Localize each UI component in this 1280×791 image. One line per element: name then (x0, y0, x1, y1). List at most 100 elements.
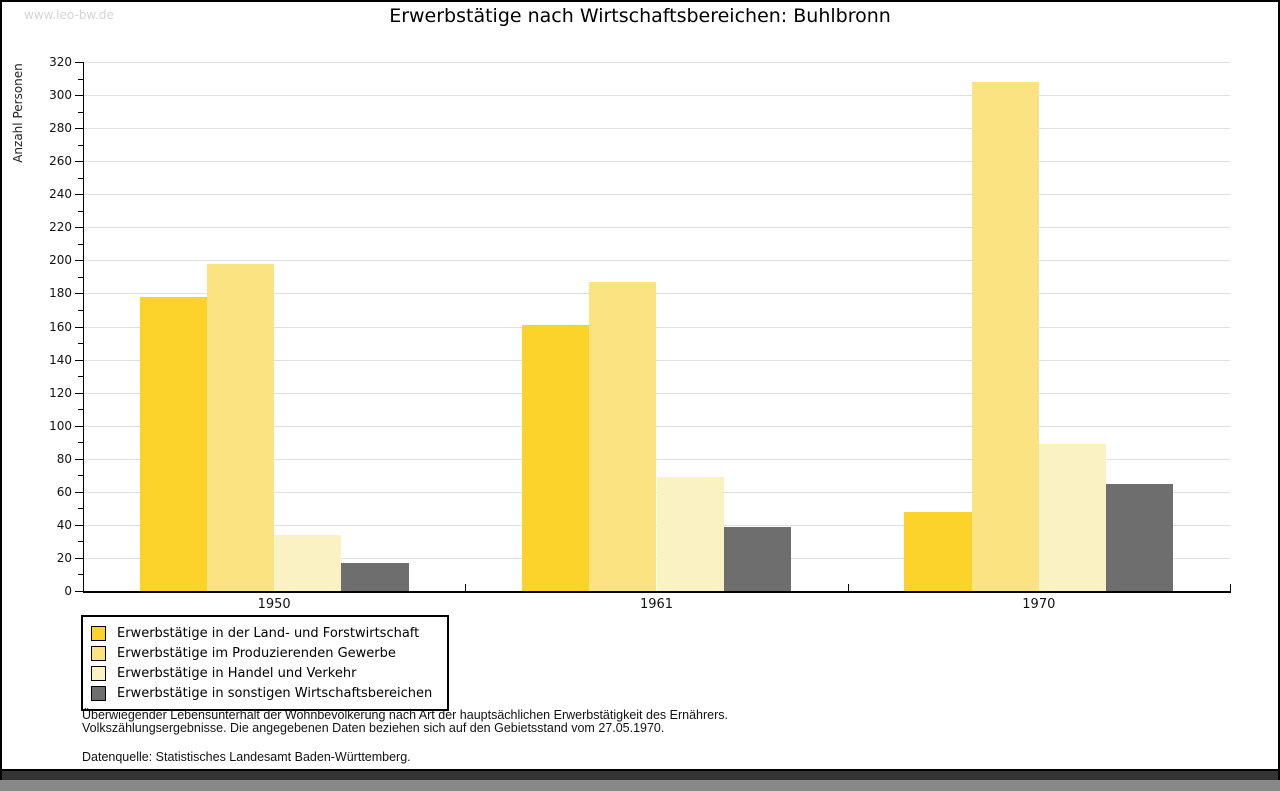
y-major-tick (75, 293, 83, 295)
gridline (83, 128, 1230, 130)
y-major-tick (75, 326, 83, 328)
y-tick-label: 280 (49, 121, 72, 136)
y-major-tick (75, 458, 83, 460)
y-major-tick (75, 359, 83, 361)
legend-label-1: Erwerbstätige in der Land- und Forstwirt… (117, 625, 420, 641)
legend-label-3: Erwerbstätige in Handel und Verkehr (117, 665, 357, 681)
y-minor-tick (78, 78, 83, 80)
y-minor-tick (78, 409, 83, 411)
legend-label-4: Erwerbstätige in sonstigen Wirtschaftsbe… (117, 685, 433, 701)
legend-swatch-4 (91, 685, 106, 701)
bar-1950-series-1 (139, 296, 207, 591)
bar-1961-series-3 (656, 476, 724, 591)
bar-1950-series-3 (274, 534, 342, 591)
legend-item-4: Erwerbstätige in sonstigen Wirtschaftsbe… (91, 683, 439, 703)
data-source-note: Datenquelle: Statistisches Landesamt Bad… (82, 750, 411, 764)
x-axis (83, 591, 1231, 593)
gridline (83, 326, 1230, 328)
y-tick-label: 140 (49, 352, 72, 367)
y-minor-tick (78, 111, 83, 113)
y-tick-label: 80 (56, 451, 72, 466)
y-tick-label: 0 (64, 584, 72, 598)
y-minor-tick (78, 475, 83, 477)
gridline (83, 194, 1230, 196)
y-tick-label: 300 (49, 88, 72, 103)
x-category-label: 1970 (1022, 597, 1056, 612)
y-major-tick (75, 260, 83, 262)
bottom-border-bar (2, 769, 1278, 780)
y-minor-tick (78, 376, 83, 378)
legend-swatch-2 (91, 645, 106, 661)
y-minor-tick (78, 309, 83, 311)
gridline (83, 392, 1230, 394)
y-major-tick (75, 392, 83, 394)
gridline (83, 359, 1230, 361)
y-tick-label: 60 (56, 484, 72, 499)
legend-swatch-3 (91, 665, 106, 681)
footnote-line-1: Überwiegender Lebensunterhalt der Wohnbe… (82, 708, 728, 722)
y-major-tick (75, 128, 83, 130)
legend-item-2: Erwerbstätige im Produzierenden Gewerbe (91, 643, 439, 663)
y-tick-label: 160 (49, 319, 72, 334)
y-major-tick (75, 591, 83, 592)
gridline (83, 95, 1230, 97)
gridline (83, 458, 1230, 460)
legend-item-1: Erwerbstätige in der Land- und Forstwirt… (91, 623, 439, 643)
bar-1961-series-2 (589, 281, 657, 591)
y-major-tick (75, 62, 83, 63)
x-boundary-tick (1230, 584, 1231, 591)
y-tick-label: 220 (49, 220, 72, 235)
y-major-tick (75, 95, 83, 97)
x-category-label: 1961 (639, 597, 674, 612)
bar-1950-series-2 (206, 263, 275, 591)
y-tick-label: 260 (49, 154, 72, 169)
y-major-tick (75, 161, 83, 163)
y-minor-tick (78, 177, 83, 179)
y-minor-tick (78, 574, 83, 576)
y-minor-tick (78, 276, 83, 278)
legend-label-2: Erwerbstätige im Produzierenden Gewerbe (117, 645, 396, 661)
y-tick-label: 40 (56, 517, 72, 532)
y-minor-tick (78, 144, 83, 146)
legend-item-3: Erwerbstätige in Handel und Verkehr (91, 663, 439, 683)
y-minor-tick (78, 508, 83, 510)
bar-1970-series-1 (904, 511, 972, 591)
bar-1970-series-2 (971, 81, 1039, 591)
bar-1961-series-4 (723, 526, 792, 591)
y-minor-tick (78, 243, 83, 245)
y-tick-label: 100 (49, 418, 72, 433)
y-tick-label: 320 (49, 55, 72, 69)
y-major-tick (75, 194, 83, 196)
y-tick-label: 20 (56, 550, 72, 565)
y-minor-tick (78, 541, 83, 543)
y-major-tick (75, 491, 83, 493)
y-major-tick (75, 557, 83, 559)
y-major-tick (75, 227, 83, 229)
x-boundary-tick (847, 584, 849, 591)
y-tick-label: 180 (49, 286, 72, 301)
gridline (83, 260, 1230, 262)
y-tick-label: 120 (49, 385, 72, 400)
legend-swatch-1 (91, 625, 106, 641)
gridline (83, 227, 1230, 229)
watermark: www.leo-bw.de (24, 8, 114, 22)
x-category-label: 1950 (257, 597, 291, 612)
gridline (83, 62, 1230, 63)
footnote-line-2: Volkszählungsergebnisse. Die angegebenen… (82, 721, 665, 735)
x-boundary-tick (465, 584, 467, 591)
y-minor-tick (78, 210, 83, 212)
y-major-tick (75, 425, 83, 427)
chart-title: Erwerbstätige nach Wirtschaftsbereichen:… (389, 5, 891, 27)
y-axis (83, 62, 84, 593)
y-minor-tick (78, 343, 83, 345)
y-tick-label: 240 (49, 187, 72, 202)
bar-1950-series-4 (341, 562, 409, 591)
gridline (83, 161, 1230, 163)
bar-1970-series-4 (1106, 483, 1174, 591)
bar-1970-series-3 (1038, 443, 1107, 591)
bar-1961-series-1 (521, 324, 590, 591)
y-tick-label: 200 (49, 253, 72, 268)
legend: Erwerbstätige in der Land- und Forstwirt… (81, 615, 449, 711)
